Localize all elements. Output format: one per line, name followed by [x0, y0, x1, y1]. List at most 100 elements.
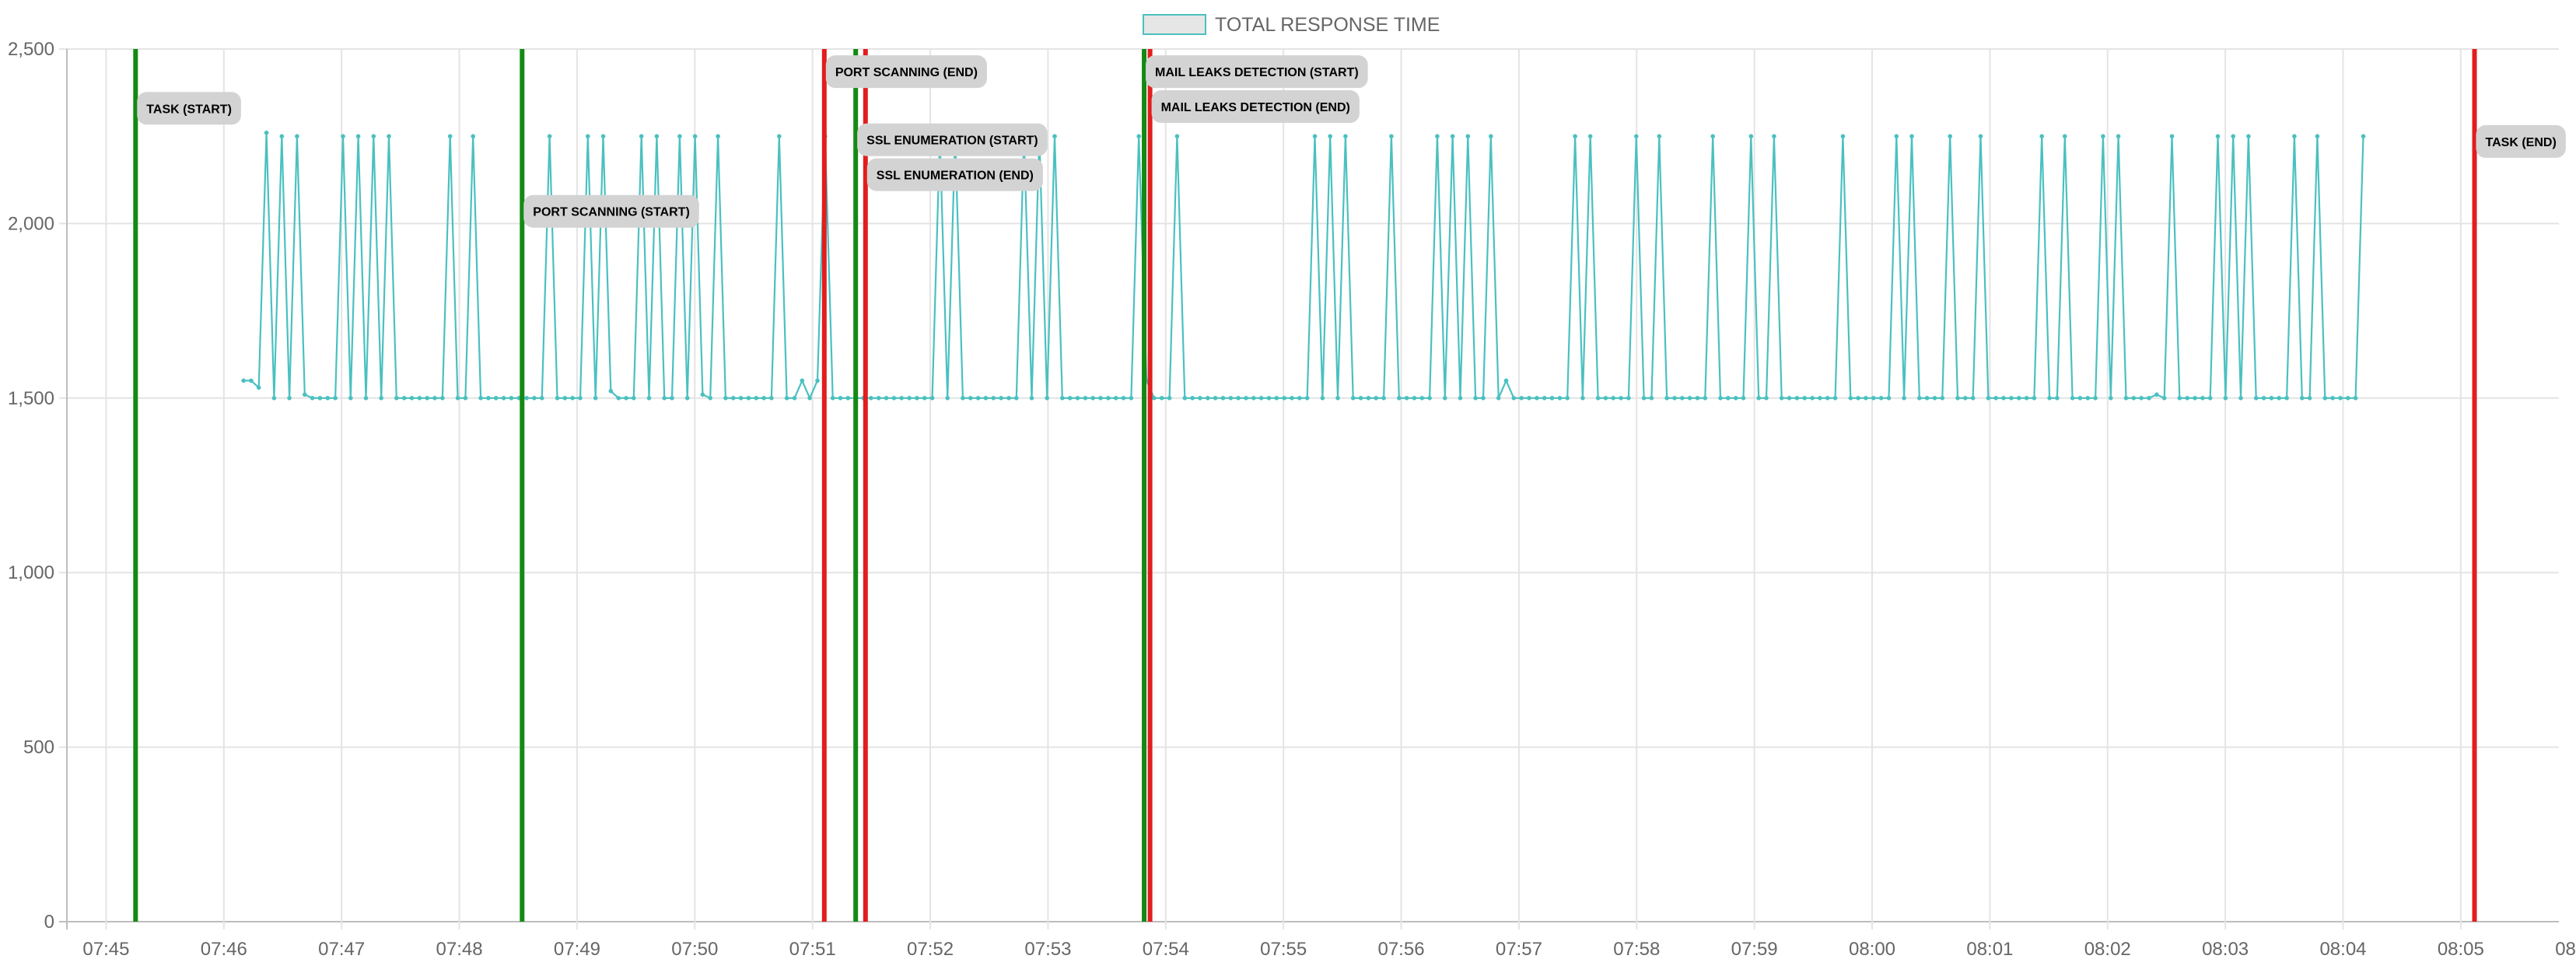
- data-point: [1496, 396, 1501, 401]
- data-point: [1909, 134, 1914, 138]
- data-point: [876, 396, 881, 401]
- data-point: [1894, 134, 1899, 138]
- data-point: [624, 396, 628, 401]
- data-point: [1297, 396, 1302, 401]
- data-point: [1503, 378, 1509, 383]
- data-point: [600, 134, 606, 138]
- annotation-label: SSL ENUMERATION (START): [857, 123, 1048, 156]
- data-point: [1412, 396, 1417, 401]
- data-point: [1045, 396, 1049, 401]
- data-point: [1527, 396, 1531, 401]
- data-point: [2131, 396, 2137, 401]
- data-point: [907, 396, 912, 401]
- data-point: [2223, 396, 2228, 401]
- x-tick-label: 07:48: [436, 939, 483, 960]
- annotation-label-text: MAIL LEAKS DETECTION (END): [1161, 101, 1350, 114]
- x-tick-label: 08:00: [1849, 939, 1895, 960]
- data-point: [616, 396, 621, 401]
- data-point: [1335, 396, 1340, 401]
- data-point: [341, 134, 345, 138]
- data-point: [1458, 396, 1463, 401]
- data-point: [2330, 396, 2335, 401]
- data-point: [287, 396, 292, 401]
- data-point: [2016, 396, 2021, 401]
- data-point: [2361, 134, 2366, 138]
- annotation-label-bg: [523, 194, 699, 228]
- data-point: [1389, 134, 1394, 138]
- data-point: [884, 396, 889, 401]
- data-point: [632, 396, 636, 401]
- data-point: [1236, 396, 1241, 401]
- x-tick-label: 07:59: [1731, 939, 1778, 960]
- annotation-label-bg: [857, 123, 1048, 156]
- annotation-label-bg: [137, 92, 241, 125]
- data-point: [769, 396, 774, 401]
- data-point: [1258, 396, 1264, 401]
- data-point: [2215, 134, 2221, 138]
- grid: [59, 48, 2559, 929]
- x-tick-label: 07:51: [789, 939, 836, 960]
- data-point: [608, 389, 614, 394]
- data-point: [1695, 396, 1700, 401]
- data-point: [961, 396, 965, 401]
- data-point: [1818, 396, 1822, 401]
- data-point: [2063, 134, 2067, 138]
- data-point: [1060, 396, 1065, 401]
- data-point: [2101, 134, 2105, 138]
- data-point: [387, 134, 391, 138]
- data-point: [2207, 396, 2213, 401]
- data-point: [731, 396, 736, 401]
- data-point: [355, 134, 361, 138]
- data-point: [1450, 134, 1455, 138]
- data-point: [1304, 396, 1310, 401]
- data-point: [1282, 396, 1286, 401]
- data-point: [807, 396, 812, 401]
- x-tick-label: 07:46: [201, 939, 247, 960]
- data-point: [1220, 396, 1226, 401]
- data-point: [1932, 396, 1937, 401]
- data-point: [922, 396, 927, 401]
- data-point: [1840, 134, 1846, 138]
- data-point: [1366, 396, 1371, 401]
- data-point: [2231, 134, 2235, 138]
- x-tick-label: 07:50: [671, 939, 718, 960]
- data-point: [501, 396, 506, 401]
- y-tick-label: 2,000: [8, 213, 54, 234]
- data-point: [1443, 396, 1447, 401]
- x-tick-label: 07:53: [1024, 939, 1071, 960]
- data-point: [1174, 134, 1180, 138]
- data-point: [2139, 396, 2144, 401]
- data-point: [409, 396, 415, 401]
- data-point: [394, 396, 399, 401]
- data-point: [1626, 396, 1631, 401]
- data-point: [1343, 134, 1348, 138]
- data-point: [1090, 396, 1095, 401]
- data-point: [1228, 396, 1234, 401]
- data-point: [1374, 396, 1378, 401]
- legend[interactable]: TOTAL RESPONSE TIME: [1143, 14, 1440, 36]
- data-point: [379, 396, 384, 401]
- data-point: [1075, 396, 1080, 401]
- data-point: [1312, 134, 1318, 138]
- annotation-label: MAIL LEAKS DETECTION (START): [1146, 55, 1368, 89]
- data-point: [2238, 396, 2243, 401]
- data-point: [1029, 396, 1034, 401]
- x-tick-label: 07:58: [1613, 939, 1660, 960]
- data-point: [1098, 396, 1103, 401]
- data-point: [1511, 396, 1517, 401]
- data-point: [524, 396, 529, 401]
- annotation-label-text: PORT SCANNING (END): [835, 66, 978, 79]
- data-point: [1435, 134, 1440, 138]
- data-point: [1519, 396, 1524, 401]
- data-point: [1198, 396, 1202, 401]
- data-point: [2284, 396, 2289, 401]
- y-tick-label: 500: [23, 737, 54, 758]
- data-point: [646, 396, 652, 401]
- annotations: TASK (START) PORT SCANNING (START) PORT SC…: [133, 49, 2566, 922]
- data-point: [1167, 396, 1172, 401]
- data-point: [830, 396, 835, 401]
- y-tick-label: 1,500: [8, 388, 54, 409]
- data-point: [1978, 134, 1983, 138]
- data-point: [968, 396, 973, 401]
- data-point: [792, 396, 797, 401]
